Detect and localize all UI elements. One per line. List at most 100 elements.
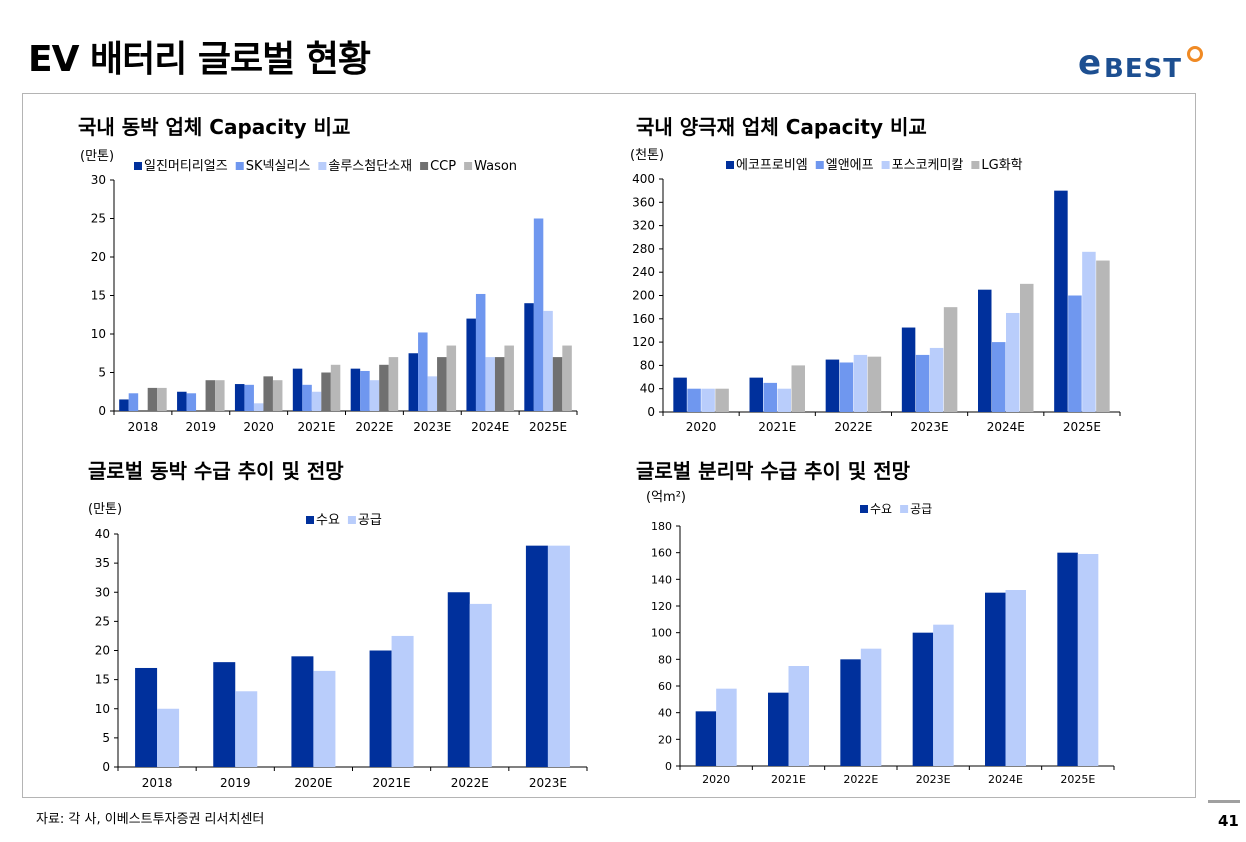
cathode-cap-x-tick-label: 2022E — [834, 420, 872, 434]
cathode-cap-bar — [1054, 190, 1068, 412]
cathode-cap-bar — [929, 347, 944, 412]
separator-sd-y-tick-label: 60 — [658, 680, 672, 693]
cathode-cap-y-tick-label: 320 — [632, 219, 655, 233]
copper-cap-x-tick-label: 2023E — [413, 420, 451, 434]
cathode-cap-y-tick-label: 120 — [632, 335, 655, 349]
cathode-cap-bar — [1020, 283, 1034, 412]
cathode-cap-x-tick-label: 2020 — [686, 420, 717, 434]
copper-cap-bar — [418, 332, 428, 411]
cathode-cap-bar — [673, 377, 687, 412]
copper-cap-legend-swatch — [318, 162, 327, 170]
separator-sd-x-tick-label: 2023E — [916, 773, 951, 786]
copper-cap-bar — [253, 403, 264, 411]
cathode-cap-unit-label: (천톤) — [630, 148, 664, 163]
cathode-cap-y-tick-label: 280 — [632, 242, 655, 256]
separator-sd-bar — [695, 711, 717, 766]
copper-cap-bar — [215, 380, 225, 411]
copper-cap-bar — [427, 376, 438, 411]
cathode-cap-bar — [915, 354, 930, 412]
cathode-cap-x-tick-label: 2025E — [1063, 420, 1101, 434]
cathode-cap-bar — [701, 388, 715, 412]
copper-cap-x-tick-label: 2024E — [471, 420, 509, 434]
copper-cap-x-tick-label: 2022E — [355, 420, 393, 434]
separator-sd-bar — [985, 592, 1006, 766]
copper-cap-legend-label: SK넥실리스 — [246, 159, 311, 174]
copper-sd-legend-swatch — [347, 516, 356, 524]
copper-cap-bar — [330, 364, 341, 411]
copper-cap-bar — [388, 357, 399, 411]
copper-cap-unit-label: (만톤) — [80, 149, 114, 164]
copper-cap-bar — [543, 310, 553, 411]
cathode-cap-bar — [715, 388, 729, 412]
cathode-cap-bar — [867, 356, 882, 412]
copper-cap-legend-label: Wason — [474, 159, 517, 174]
copper-cap-bar — [408, 353, 419, 411]
separator-sd-bar — [840, 659, 861, 766]
copper-cap-legend-label: 솔루스첨단소재 — [328, 159, 412, 174]
logo-text: BEST — [1104, 54, 1183, 84]
cathode-cap-y-tick-label: 40 — [640, 382, 655, 396]
cathode-cap-legend-label: 에코프로비엠 — [736, 158, 808, 173]
cathode-cap-y-tick-label: 240 — [632, 265, 655, 279]
copper-cap-y-tick-label: 5 — [98, 366, 106, 380]
separator-sd-bar — [1005, 590, 1026, 766]
copper-cap-bar — [321, 372, 331, 411]
separator-sd-bar — [1057, 552, 1078, 766]
separator-sd-bar — [1077, 554, 1099, 766]
page-number: 41 — [1218, 812, 1239, 830]
cathode-cap-bar — [749, 377, 763, 412]
separator-sd-x-tick-label: 2024E — [988, 773, 1023, 786]
separator-sd-bar — [768, 692, 789, 766]
separator-sd-y-tick-label: 100 — [651, 627, 672, 640]
cathode-cap-x-tick-label: 2024E — [987, 420, 1025, 434]
cathode-cap-bar — [763, 382, 777, 412]
cathode-cap-legend-label: 포스코케미칼 — [892, 158, 964, 173]
copper-cap-bar — [311, 391, 322, 411]
copper-cap-bar — [350, 368, 361, 411]
copper-cap-bar — [369, 380, 380, 411]
ebest-logo: e BEST — [1078, 46, 1208, 86]
copper-sd-bar — [469, 603, 492, 767]
copper-cap-bar — [177, 391, 187, 411]
copper-cap-bar — [292, 368, 303, 411]
copper-cap-x-tick-label: 2018 — [128, 420, 159, 434]
chart-title-separator-supply-demand: 글로벌 분리막 수급 추이 및 전망 — [636, 459, 911, 483]
separator-sd-bar — [933, 624, 954, 766]
separator-sd-x-tick-label: 2022E — [843, 773, 878, 786]
cathode-cap-bar — [853, 354, 868, 412]
cathode-cap-bar — [791, 365, 805, 412]
charts-frame — [22, 93, 1196, 798]
copper-cap-bar — [504, 345, 514, 411]
copper-cap-bar — [360, 370, 370, 411]
cathode-cap-y-tick-label: 400 — [632, 172, 655, 186]
copper-sd-legend-label: 수요 — [316, 513, 340, 528]
cathode-cap-bar — [943, 307, 958, 412]
separator-sd-y-tick-label: 180 — [651, 520, 672, 533]
copper-cap-bar — [475, 293, 486, 411]
copper-sd-y-tick-label: 15 — [95, 673, 110, 687]
copper-cap-bar — [533, 218, 544, 411]
cathode-cap-bar — [1068, 295, 1082, 412]
copper-sd-legend-label: 공급 — [358, 513, 382, 528]
copper-cap-bar — [234, 384, 245, 411]
copper-sd-y-tick-label: 30 — [95, 585, 110, 599]
page-number-rule — [1208, 800, 1240, 803]
copper-sd-legend-swatch — [306, 516, 314, 524]
copper-sd-bar — [313, 670, 336, 767]
copper-cap-y-tick-label: 0 — [98, 404, 106, 418]
copper-cap-x-tick-label: 2021E — [298, 420, 336, 434]
copper-sd-unit-label: (만톤) — [88, 502, 122, 517]
copper-cap-bar — [272, 380, 283, 411]
copper-sd-y-tick-label: 20 — [95, 644, 110, 658]
cathode-cap-bar — [687, 388, 701, 412]
copper-cap-y-tick-label: 25 — [91, 212, 106, 226]
separator-sd-bar — [788, 666, 809, 766]
cathode-cap-bar — [901, 327, 916, 412]
copper-cap-bar — [379, 364, 389, 411]
copper-sd-y-tick-label: 10 — [95, 702, 110, 716]
separator-sd-y-tick-label: 160 — [651, 547, 672, 560]
cathode-cap-bar — [839, 362, 854, 412]
cathode-cap-y-tick-label: 360 — [632, 195, 655, 209]
copper-cap-x-tick-label: 2020 — [243, 420, 274, 434]
separator-sd-x-tick-label: 2020 — [702, 773, 730, 786]
